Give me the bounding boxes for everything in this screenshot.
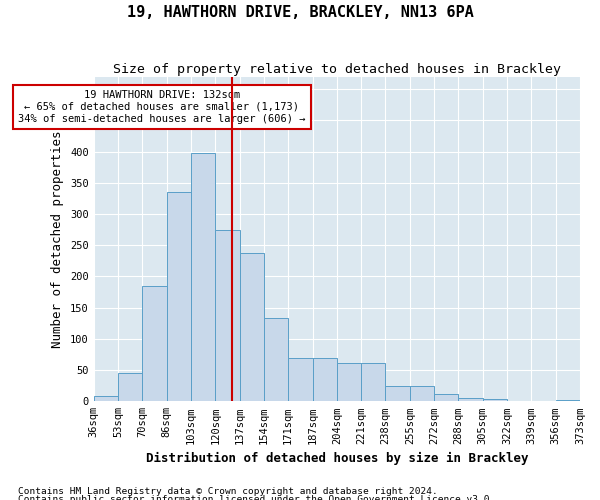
Text: Contains HM Land Registry data © Crown copyright and database right 2024.: Contains HM Land Registry data © Crown c… [18,487,438,496]
Bar [94,396,118,401]
Bar [313,358,337,401]
Bar [483,400,507,401]
Bar [264,318,288,401]
Bar [556,400,580,401]
Y-axis label: Number of detached properties: Number of detached properties [52,130,64,348]
Bar [337,362,361,401]
Text: 19, HAWTHORN DRIVE, BRACKLEY, NN13 6PA: 19, HAWTHORN DRIVE, BRACKLEY, NN13 6PA [127,5,473,20]
Bar [191,154,215,401]
Text: Contains public sector information licensed under the Open Government Licence v3: Contains public sector information licen… [18,495,495,500]
Bar [458,398,483,401]
X-axis label: Distribution of detached houses by size in Brackley: Distribution of detached houses by size … [146,452,528,465]
Bar [239,254,264,401]
Bar [385,386,410,401]
Bar [532,400,556,401]
Bar [434,394,458,401]
Bar [118,372,142,401]
Text: 19 HAWTHORN DRIVE: 132sqm
← 65% of detached houses are smaller (1,173)
34% of se: 19 HAWTHORN DRIVE: 132sqm ← 65% of detac… [18,90,305,124]
Bar [215,230,239,401]
Title: Size of property relative to detached houses in Brackley: Size of property relative to detached ho… [113,62,561,76]
Bar [142,286,167,401]
Bar [507,400,532,401]
Bar [361,362,385,401]
Bar [288,358,313,401]
Bar [410,386,434,401]
Bar [167,192,191,401]
